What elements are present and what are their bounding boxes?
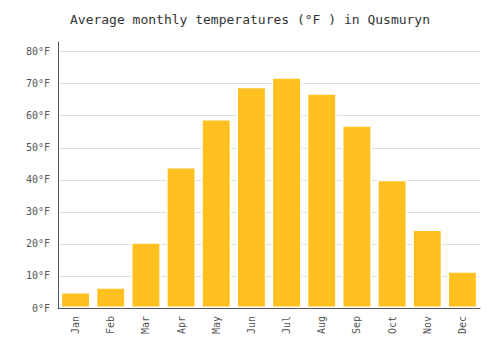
svg-text:50°F: 50°F bbox=[26, 142, 50, 153]
svg-text:Average monthly temperatures (: Average monthly temperatures (°F ) in Qu… bbox=[70, 12, 430, 27]
svg-text:Mar: Mar bbox=[140, 316, 151, 334]
svg-text:20°F: 20°F bbox=[26, 238, 50, 249]
svg-text:Sep: Sep bbox=[351, 316, 362, 334]
svg-text:0°F: 0°F bbox=[32, 303, 50, 314]
svg-text:30°F: 30°F bbox=[26, 206, 50, 217]
svg-text:Dec: Dec bbox=[457, 316, 468, 334]
svg-text:40°F: 40°F bbox=[26, 174, 50, 185]
svg-text:May: May bbox=[211, 316, 222, 334]
svg-text:70°F: 70°F bbox=[26, 78, 50, 89]
svg-text:Jun: Jun bbox=[246, 316, 257, 334]
svg-text:Nov: Nov bbox=[422, 316, 433, 334]
svg-text:Jul: Jul bbox=[281, 316, 292, 334]
svg-text:80°F: 80°F bbox=[26, 46, 50, 57]
svg-text:Jan: Jan bbox=[70, 316, 81, 334]
svg-text:Feb: Feb bbox=[105, 316, 116, 334]
svg-text:60°F: 60°F bbox=[26, 110, 50, 121]
svg-text:Aug: Aug bbox=[316, 316, 327, 334]
svg-text:Oct: Oct bbox=[387, 316, 398, 334]
svg-text:Apr: Apr bbox=[176, 316, 187, 334]
svg-text:10°F: 10°F bbox=[26, 270, 50, 281]
